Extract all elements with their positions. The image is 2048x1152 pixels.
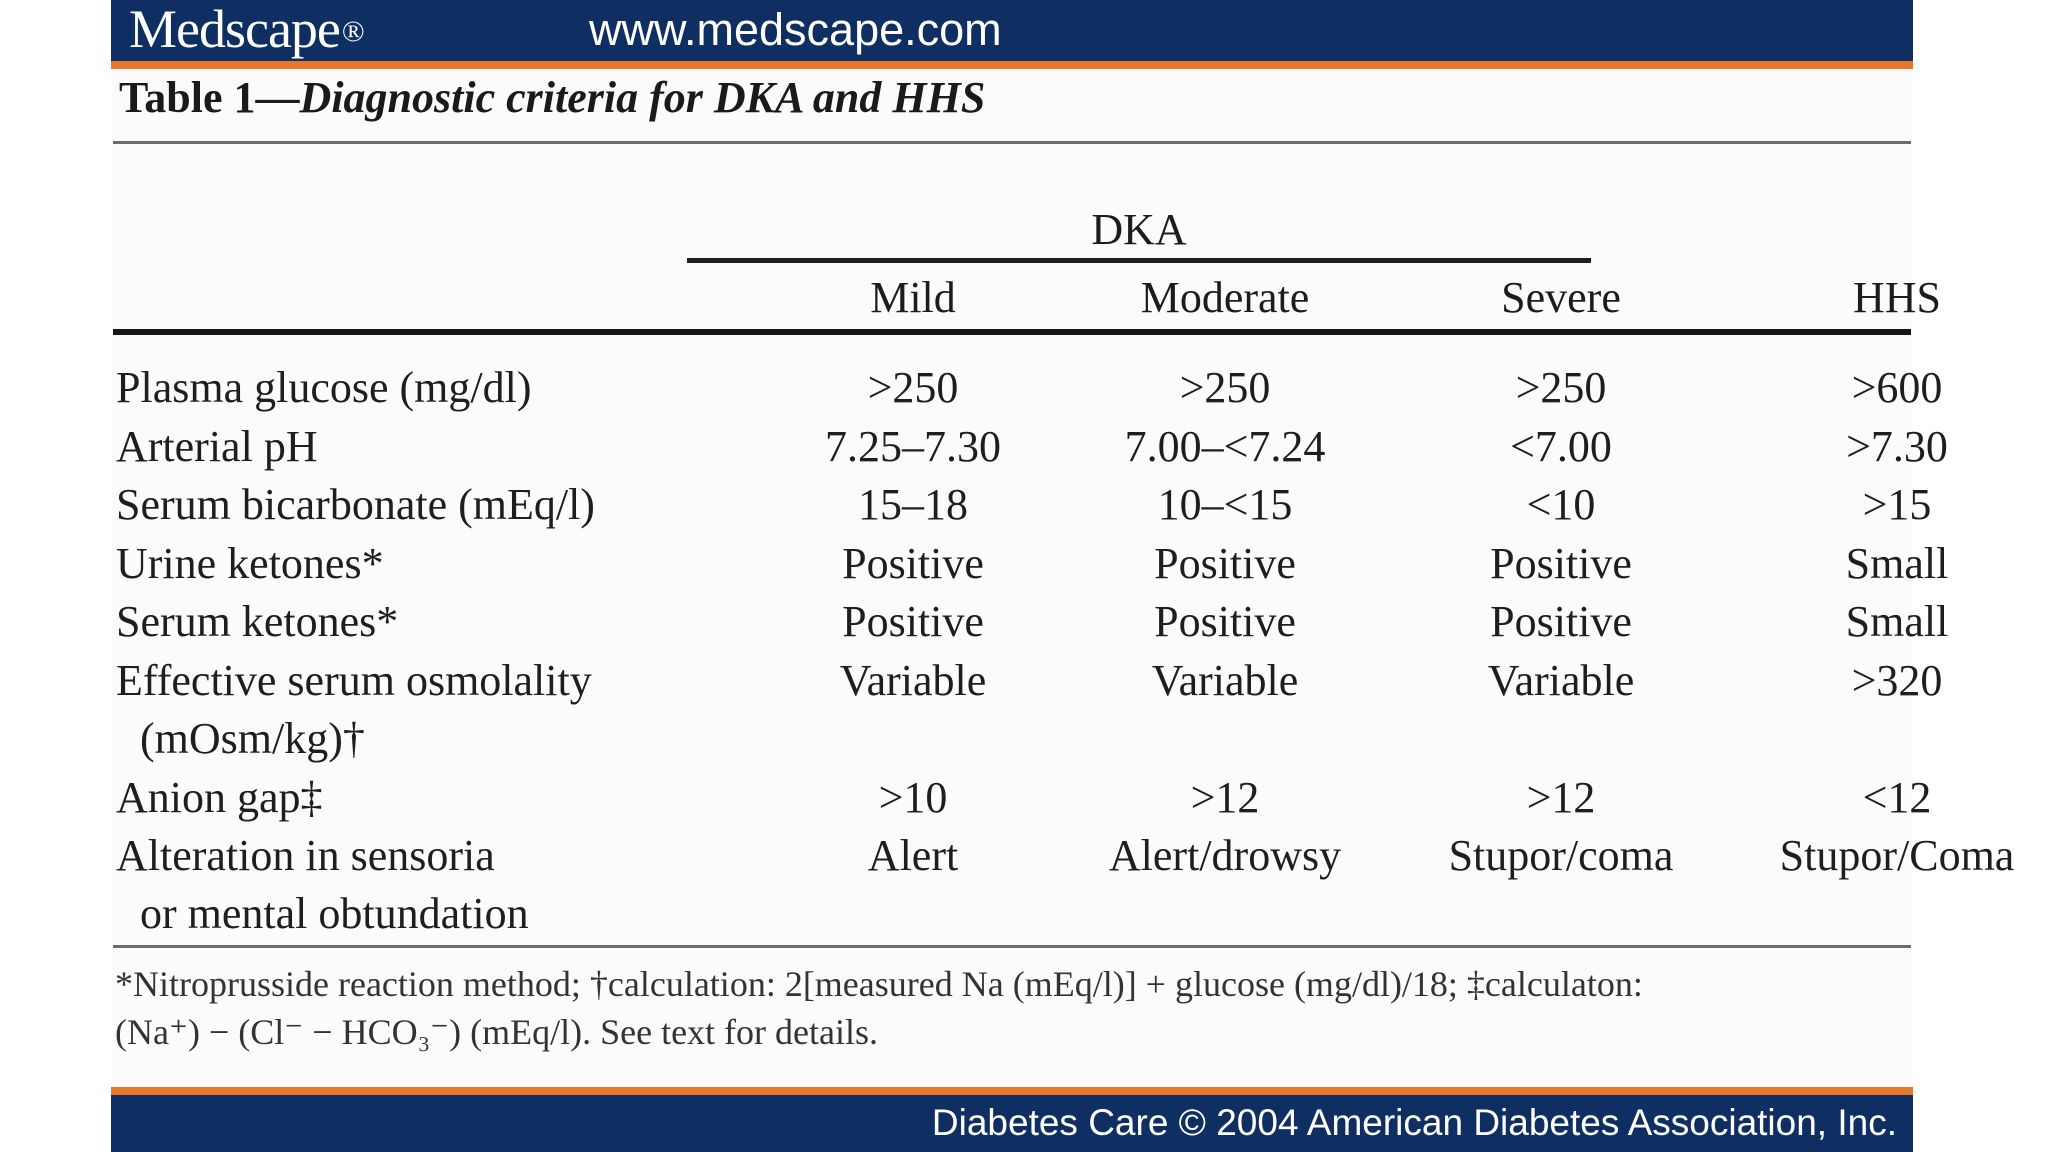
row-label-anion-gap: Anion gap‡ — [116, 773, 323, 822]
table-cell: >12 — [1190, 773, 1260, 822]
table-cell: Variable — [839, 656, 987, 705]
row-label-plasma-glucose: Plasma glucose (mg/dl) — [116, 363, 532, 412]
row-label-serum-osmolality: Effective serum osmolality (mOsm/kg)† — [116, 652, 592, 768]
registered-mark: ® — [341, 15, 365, 48]
table-cell: 7.00–<7.24 — [1124, 422, 1326, 471]
table-cell: Alert — [867, 831, 959, 880]
slide-frame: Medscape® www.medscape.com Table 1—Diagn… — [111, 0, 2014, 1152]
row-label-serum-bicarbonate: Serum bicarbonate (mEq/l) — [116, 480, 595, 529]
table-cell: Positive — [842, 597, 984, 646]
header-rule — [113, 329, 1911, 335]
column-header-moderate: Moderate — [1140, 273, 1310, 322]
row-label-text: Effective serum osmolality — [116, 656, 592, 705]
medscape-logo[interactable]: Medscape® — [129, 0, 365, 61]
table-cell: Positive — [842, 539, 984, 588]
table-cell: 7.25–7.30 — [825, 422, 1001, 471]
table-cell: Positive — [1490, 597, 1632, 646]
column-header-hhs: HHS — [1852, 273, 1942, 322]
row-label-urine-ketones: Urine ketones* — [116, 539, 384, 588]
table-cell: Positive — [1490, 539, 1632, 588]
table-caption: Diagnostic criteria for DKA and HHS — [299, 73, 986, 122]
table-cell: Positive — [1154, 539, 1296, 588]
row-label-sensoria: Alteration in sensoria or mental obtunda… — [116, 827, 529, 943]
table-cell: <12 — [1862, 773, 1932, 822]
table-cell: Alert/drowsy — [1108, 831, 1342, 880]
row-label-arterial-ph: Arterial pH — [116, 422, 318, 471]
footnote-line: *Nitroprusside reaction method; †calcula… — [115, 964, 1643, 1004]
table-cell: Stupor/coma — [1448, 831, 1674, 880]
table-cell: >320 — [1851, 656, 1943, 705]
table-title: Table 1—Diagnostic criteria for DKA and … — [119, 68, 985, 128]
table-cell: Stupor/Coma — [1779, 831, 2015, 880]
table-cell: <7.00 — [1510, 422, 1612, 471]
footer-bar: Diabetes Care © 2004 American Diabetes A… — [111, 1095, 1913, 1152]
table-cell: Variable — [1151, 656, 1299, 705]
table-cell: >250 — [1179, 363, 1271, 412]
dka-group-rule — [687, 258, 1591, 263]
dka-group-header: DKA — [1091, 205, 1187, 254]
table-cell: >250 — [1515, 363, 1607, 412]
row-label-text: Alteration in sensoria — [116, 831, 495, 880]
table-cell: >600 — [1851, 363, 1943, 412]
header-bar: Medscape® www.medscape.com — [111, 0, 1913, 61]
brand-name: Medscape — [129, 0, 341, 59]
row-label-continuation: (mOsm/kg)† — [140, 714, 365, 763]
table-cell: >250 — [867, 363, 959, 412]
row-label-serum-ketones: Serum ketones* — [116, 597, 399, 646]
footer-accent-stripe — [111, 1087, 1913, 1095]
column-header-mild: Mild — [870, 273, 956, 322]
table-number: Table 1— — [119, 73, 300, 122]
table-cell: Small — [1845, 539, 1949, 588]
table-footnote: *Nitroprusside reaction method; †calcula… — [115, 960, 1909, 1056]
table-cell: Variable — [1487, 656, 1635, 705]
header-accent-stripe — [111, 61, 1913, 69]
table-cell: >10 — [878, 773, 948, 822]
table-cell: Positive — [1154, 597, 1296, 646]
table-cell: >7.30 — [1846, 422, 1948, 471]
table-cell: 15–18 — [858, 480, 968, 529]
site-url-link[interactable]: www.medscape.com — [589, 4, 1002, 55]
title-divider — [113, 141, 1911, 144]
table-cell: Small — [1845, 597, 1949, 646]
copyright-text: Diabetes Care © 2004 American Diabetes A… — [931, 1102, 1897, 1143]
column-header-severe: Severe — [1501, 273, 1621, 322]
table-bottom-rule — [113, 945, 1911, 948]
table-cell: >12 — [1526, 773, 1596, 822]
table-cell: <10 — [1526, 480, 1596, 529]
table-cell: 10–<15 — [1157, 480, 1293, 529]
table-cell: >15 — [1862, 480, 1932, 529]
row-label-continuation: or mental obtundation — [140, 889, 529, 938]
footnote-line: (Na⁺) − (Cl⁻ − HCO₃⁻) (mEq/l). See text … — [115, 1012, 878, 1052]
